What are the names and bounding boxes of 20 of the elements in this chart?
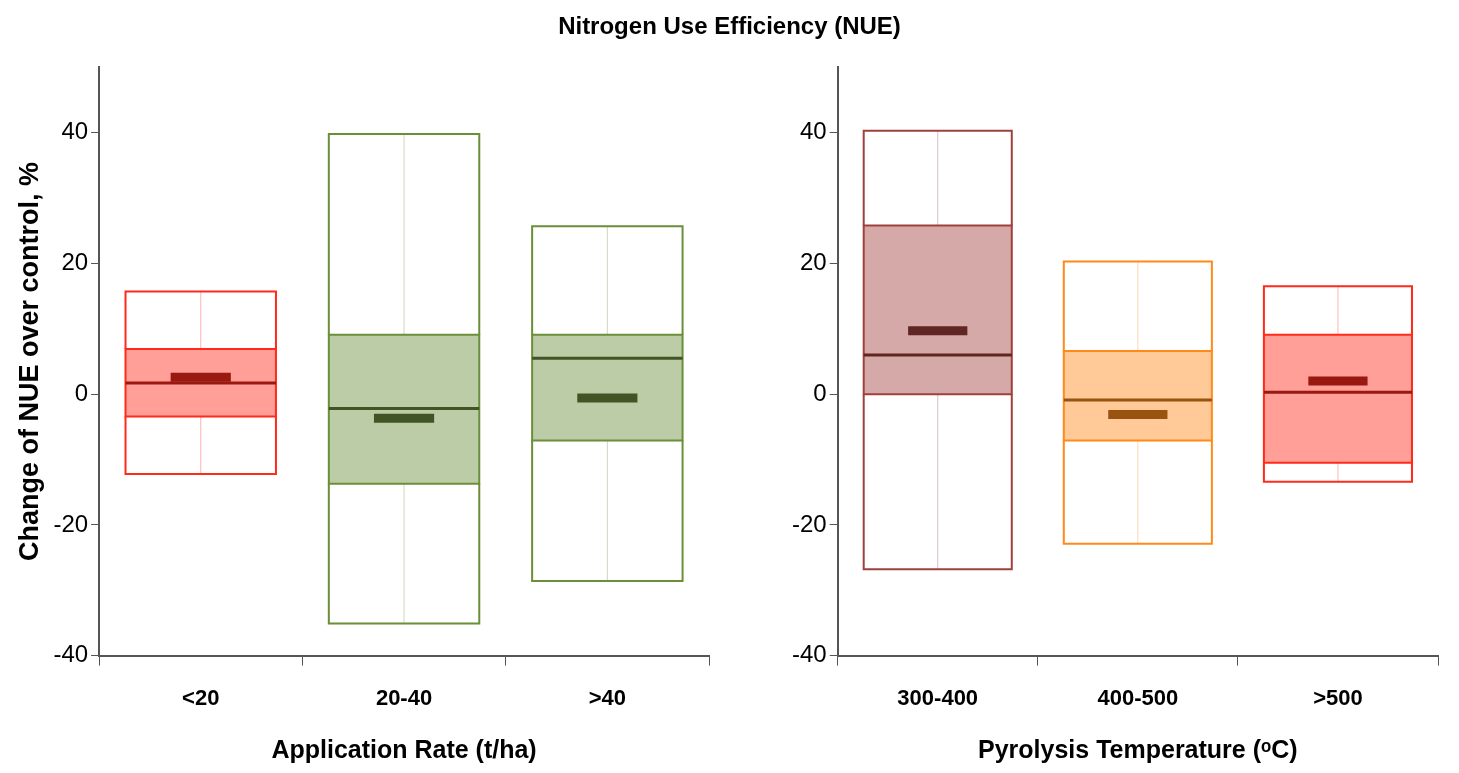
y-tick-label: 0 <box>74 378 89 406</box>
x-tick-label: <20 <box>182 684 220 710</box>
y-tick-label: -40 <box>792 640 827 668</box>
y-tick-label: 20 <box>61 248 89 276</box>
x-tick-label: 300-400 <box>897 684 979 710</box>
y-tick-label: 40 <box>799 117 827 145</box>
y-tick-label: 0 <box>813 378 827 406</box>
x-axis-title: Pyrolysis Temperature (ᵒC) <box>978 734 1298 763</box>
y-tick-label: -20 <box>53 509 89 537</box>
y-axis-title: Change of NUE over control, % <box>13 161 44 562</box>
x-axis-title: Application Rate (t/ha) <box>271 734 537 763</box>
y-tick-label: -40 <box>53 640 89 668</box>
x-tick-label: 400-500 <box>1097 684 1179 710</box>
y-tick-label: 40 <box>61 117 89 145</box>
x-tick-label: >40 <box>588 684 627 710</box>
x-tick-label: >500 <box>1313 684 1363 710</box>
chart-title: Nitrogen Use Efficiency (NUE) <box>557 12 902 40</box>
y-tick-label: -20 <box>792 509 827 537</box>
y-tick-label: 20 <box>799 248 827 276</box>
x-tick-label: 20-40 <box>375 684 433 710</box>
